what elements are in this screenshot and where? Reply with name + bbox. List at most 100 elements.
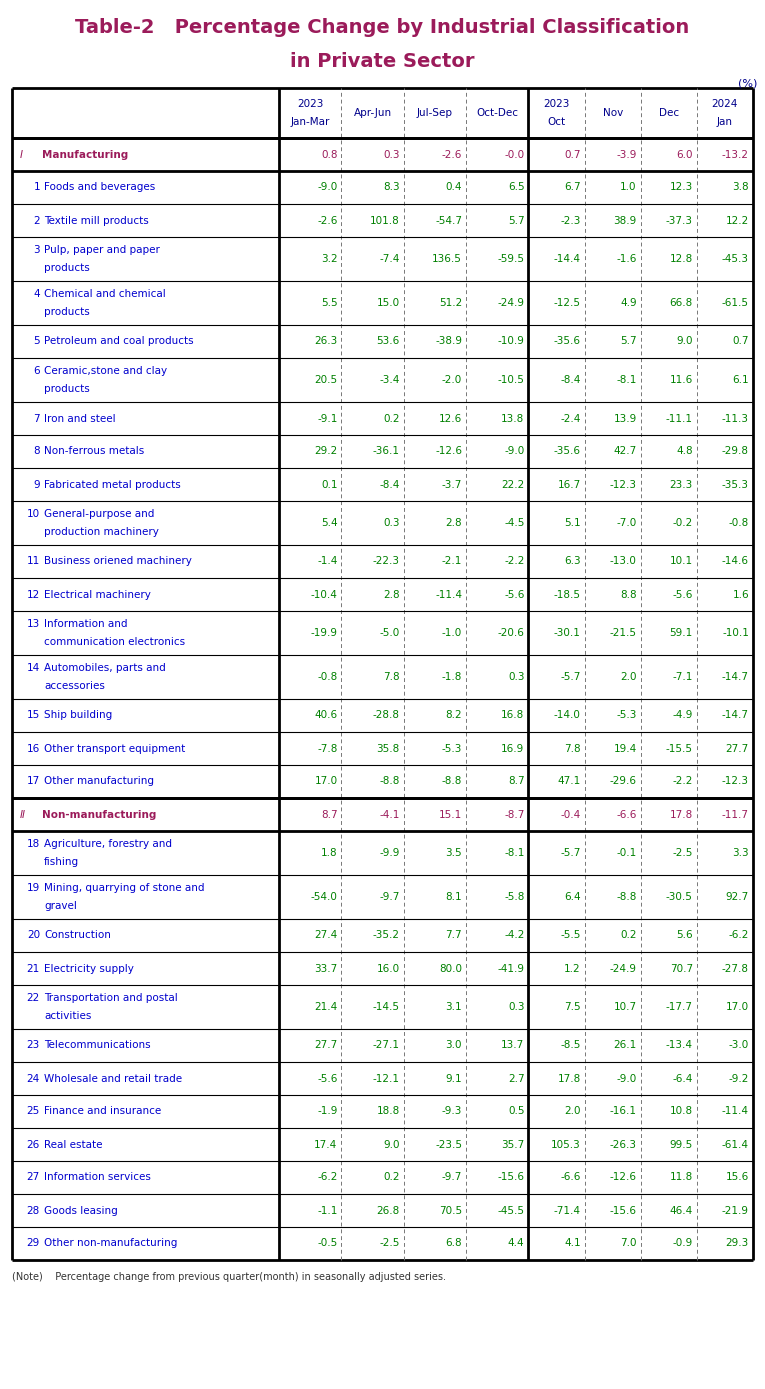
Text: 2023: 2023 [297, 99, 324, 108]
Text: -2.2: -2.2 [504, 557, 525, 567]
Text: 5.5: 5.5 [321, 299, 337, 308]
Text: -19.9: -19.9 [311, 628, 337, 638]
Text: 15: 15 [27, 711, 40, 721]
Text: -2.6: -2.6 [317, 215, 337, 225]
Text: 2024: 2024 [711, 99, 738, 108]
Text: -5.6: -5.6 [672, 589, 693, 600]
Text: 26.3: 26.3 [314, 336, 337, 346]
Text: Information services: Information services [44, 1172, 151, 1182]
Text: 17.0: 17.0 [314, 776, 337, 786]
Text: -26.3: -26.3 [610, 1139, 636, 1150]
Text: -0.9: -0.9 [672, 1239, 693, 1249]
Text: 53.6: 53.6 [376, 336, 400, 346]
Text: -12.5: -12.5 [554, 299, 581, 308]
Text: 16.7: 16.7 [558, 479, 581, 489]
Text: -16.1: -16.1 [610, 1107, 636, 1117]
Text: Construction: Construction [44, 931, 111, 940]
Text: Wholesale and retail trade: Wholesale and retail trade [44, 1074, 182, 1083]
Text: -11.3: -11.3 [722, 414, 749, 424]
Text: -1.4: -1.4 [317, 557, 337, 567]
Text: 2023: 2023 [543, 99, 570, 108]
Text: products: products [44, 263, 90, 274]
Text: 15.0: 15.0 [376, 299, 400, 308]
Text: 7.7: 7.7 [445, 931, 462, 940]
Text: -35.2: -35.2 [373, 931, 400, 940]
Text: 1.8: 1.8 [321, 849, 337, 858]
Text: -10.1: -10.1 [722, 628, 749, 638]
Text: -0.4: -0.4 [560, 810, 581, 820]
Text: 27.7: 27.7 [314, 1040, 337, 1050]
Text: -20.6: -20.6 [497, 628, 525, 638]
Text: 13.8: 13.8 [501, 414, 525, 424]
Text: -5.5: -5.5 [560, 931, 581, 940]
Text: Manufacturing: Manufacturing [42, 150, 129, 160]
Text: (%): (%) [737, 78, 757, 88]
Text: -1.1: -1.1 [317, 1206, 337, 1215]
Text: 19: 19 [27, 883, 40, 893]
Text: -8.8: -8.8 [441, 776, 462, 786]
Text: 6.1: 6.1 [732, 375, 749, 385]
Text: 13.7: 13.7 [501, 1040, 525, 1050]
Text: 70.5: 70.5 [439, 1206, 462, 1215]
Text: Jan-Mar: Jan-Mar [291, 117, 330, 126]
Text: 20.5: 20.5 [314, 375, 337, 385]
Text: communication electronics: communication electronics [44, 638, 185, 647]
Text: 0.3: 0.3 [383, 518, 400, 528]
Text: Agriculture, forestry and: Agriculture, forestry and [44, 839, 172, 849]
Text: -14.0: -14.0 [554, 711, 581, 721]
Text: -45.5: -45.5 [497, 1206, 525, 1215]
Text: -14.6: -14.6 [722, 557, 749, 567]
Text: 15.6: 15.6 [726, 1172, 749, 1182]
Text: Iron and steel: Iron and steel [44, 414, 116, 424]
Text: 99.5: 99.5 [669, 1139, 693, 1150]
Text: 22.2: 22.2 [501, 479, 525, 489]
Text: fishing: fishing [44, 857, 79, 867]
Text: -11.7: -11.7 [722, 810, 749, 820]
Text: -3.0: -3.0 [729, 1040, 749, 1050]
Text: production machinery: production machinery [44, 526, 159, 538]
Text: Electrical machinery: Electrical machinery [44, 589, 151, 600]
Text: -15.6: -15.6 [610, 1206, 636, 1215]
Text: 66.8: 66.8 [669, 299, 693, 308]
Text: -3.9: -3.9 [617, 150, 636, 160]
Text: Automobiles, parts and: Automobiles, parts and [44, 663, 166, 674]
Text: Electricity supply: Electricity supply [44, 964, 134, 974]
Text: products: products [44, 307, 90, 317]
Text: 4.1: 4.1 [564, 1239, 581, 1249]
Text: I: I [20, 150, 23, 160]
Text: -12.3: -12.3 [722, 776, 749, 786]
Text: in Private Sector: in Private Sector [290, 51, 475, 71]
Text: -9.9: -9.9 [379, 849, 400, 858]
Text: -5.3: -5.3 [617, 711, 636, 721]
Text: -5.0: -5.0 [379, 628, 400, 638]
Text: 38.9: 38.9 [614, 215, 636, 225]
Text: -5.7: -5.7 [560, 672, 581, 682]
Text: General-purpose and: General-purpose and [44, 508, 155, 519]
Text: -29.6: -29.6 [610, 776, 636, 786]
Text: -10.4: -10.4 [311, 589, 337, 600]
Text: Jul-Sep: Jul-Sep [417, 108, 453, 118]
Text: -11.4: -11.4 [435, 589, 462, 600]
Text: 1.0: 1.0 [620, 182, 636, 193]
Text: -3.7: -3.7 [441, 479, 462, 489]
Text: 7.8: 7.8 [383, 672, 400, 682]
Text: 1.2: 1.2 [564, 964, 581, 974]
Text: 0.2: 0.2 [383, 1172, 400, 1182]
Text: Other manufacturing: Other manufacturing [44, 776, 154, 786]
Text: -21.5: -21.5 [610, 628, 636, 638]
Text: 2.0: 2.0 [620, 672, 636, 682]
Text: Textile mill products: Textile mill products [44, 215, 148, 225]
Text: -27.8: -27.8 [722, 964, 749, 974]
Text: 8.1: 8.1 [445, 892, 462, 901]
Text: 5.7: 5.7 [508, 215, 525, 225]
Text: Non-manufacturing: Non-manufacturing [42, 810, 156, 820]
Text: -5.6: -5.6 [317, 1074, 337, 1083]
Text: Real estate: Real estate [44, 1139, 103, 1150]
Text: -4.9: -4.9 [672, 711, 693, 721]
Text: 136.5: 136.5 [432, 254, 462, 264]
Text: activities: activities [44, 1011, 91, 1021]
Text: 0.2: 0.2 [383, 414, 400, 424]
Text: 18.8: 18.8 [376, 1107, 400, 1117]
Text: -35.3: -35.3 [722, 479, 749, 489]
Text: -15.5: -15.5 [666, 743, 693, 753]
